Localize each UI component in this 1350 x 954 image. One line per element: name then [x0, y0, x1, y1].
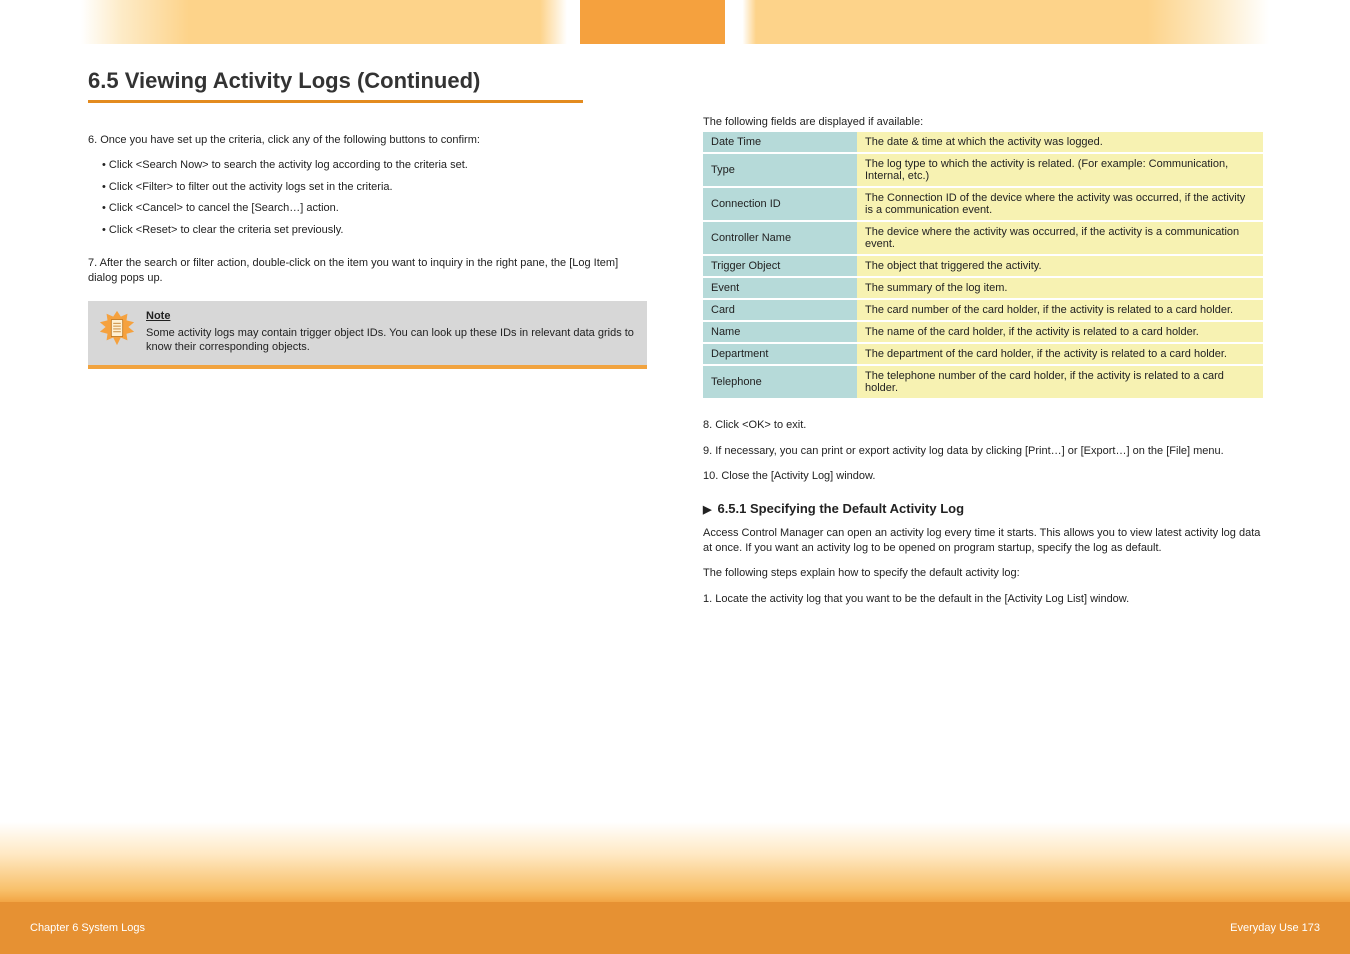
field-value: The date & time at which the activity wa… [857, 132, 1263, 152]
subsection-title: ▶6.5.1 Specifying the Default Activity L… [703, 501, 1263, 516]
field-value: The summary of the log item. [857, 278, 1263, 298]
arrow-icon: ▶ [703, 503, 711, 516]
field-key: Connection ID [703, 188, 857, 220]
bullet-item: • Click <Cancel> to cancel the [Search…]… [102, 201, 647, 216]
table-row: EventThe summary of the log item. [703, 278, 1263, 298]
field-key: Telephone [703, 366, 857, 398]
sub-para-3: 1. Locate the activity log that you want… [703, 592, 1263, 607]
footer-right: Everyday Use 173 [1230, 922, 1320, 934]
table-row: TelephoneThe telephone number of the car… [703, 366, 1263, 398]
field-key: Type [703, 154, 857, 186]
field-key: Event [703, 278, 857, 298]
fields-intro: The following fields are displayed if av… [703, 115, 1263, 130]
field-value: The telephone number of the card holder,… [857, 366, 1263, 398]
footer-left: Chapter 6 System Logs [30, 922, 145, 934]
field-key: Trigger Object [703, 256, 857, 276]
field-key: Date Time [703, 132, 857, 152]
tab-fade-right [730, 0, 1210, 44]
field-value: The device where the activity was occurr… [857, 222, 1263, 254]
table-row: DepartmentThe department of the card hol… [703, 344, 1263, 364]
field-value: The log type to which the activity is re… [857, 154, 1263, 186]
field-key: Department [703, 344, 857, 364]
field-value: The card number of the card holder, if t… [857, 300, 1263, 320]
field-value: The department of the card holder, if th… [857, 344, 1263, 364]
right-column: The following fields are displayed if av… [703, 115, 1263, 607]
note-heading: Note [146, 309, 170, 324]
left-intro-1: 6. Once you have set up the criteria, cl… [88, 133, 647, 148]
table-row: Date TimeThe date & time at which the ac… [703, 132, 1263, 152]
left-intro-2: 7. After the search or filter action, do… [88, 256, 647, 287]
note-box: Note Some activity logs may contain trig… [88, 301, 647, 370]
step-9: 9. If necessary, you can print or export… [703, 444, 1263, 459]
footer-bar: Chapter 6 System Logs Everyday Use 173 [0, 902, 1350, 954]
field-key: Controller Name [703, 222, 857, 254]
bullet-item: • Click <Filter> to filter out the activ… [102, 180, 647, 195]
top-nav-bar [0, 0, 1350, 44]
note-text: Some activity logs may contain trigger o… [146, 327, 634, 354]
table-row: Trigger ObjectThe object that triggered … [703, 256, 1263, 276]
field-value: The object that triggered the activity. [857, 256, 1263, 276]
tab-active[interactable] [580, 0, 725, 44]
step-10: 10. Close the [Activity Log] window. [703, 469, 1263, 484]
table-row: CardThe card number of the card holder, … [703, 300, 1263, 320]
field-value: The Connection ID of the device where th… [857, 188, 1263, 220]
bullet-item: • Click <Reset> to clear the criteria se… [102, 223, 647, 238]
table-row: NameThe name of the card holder, if the … [703, 322, 1263, 342]
table-row: Connection IDThe Connection ID of the de… [703, 188, 1263, 220]
field-value: The name of the card holder, if the acti… [857, 322, 1263, 342]
step-8: 8. Click <OK> to exit. [703, 418, 1263, 433]
bullet-item: • Click <Search Now> to search the activ… [102, 158, 647, 173]
tab-fade-left [115, 0, 580, 44]
section-title: 6.5 Viewing Activity Logs (Continued) [88, 68, 583, 103]
fields-table: Date TimeThe date & time at which the ac… [703, 130, 1263, 400]
field-key: Card [703, 300, 857, 320]
table-row: Controller NameThe device where the acti… [703, 222, 1263, 254]
sub-para-2: The following steps explain how to speci… [703, 566, 1263, 581]
table-row: TypeThe log type to which the activity i… [703, 154, 1263, 186]
field-key: Name [703, 322, 857, 342]
content-area: 6.5 Viewing Activity Logs (Continued) 6.… [88, 68, 1263, 607]
note-icon [98, 309, 136, 347]
left-column: 6. Once you have set up the criteria, cl… [88, 115, 647, 607]
bottom-gradient [0, 822, 1350, 902]
sub-para-1: Access Control Manager can open an activ… [703, 526, 1263, 557]
